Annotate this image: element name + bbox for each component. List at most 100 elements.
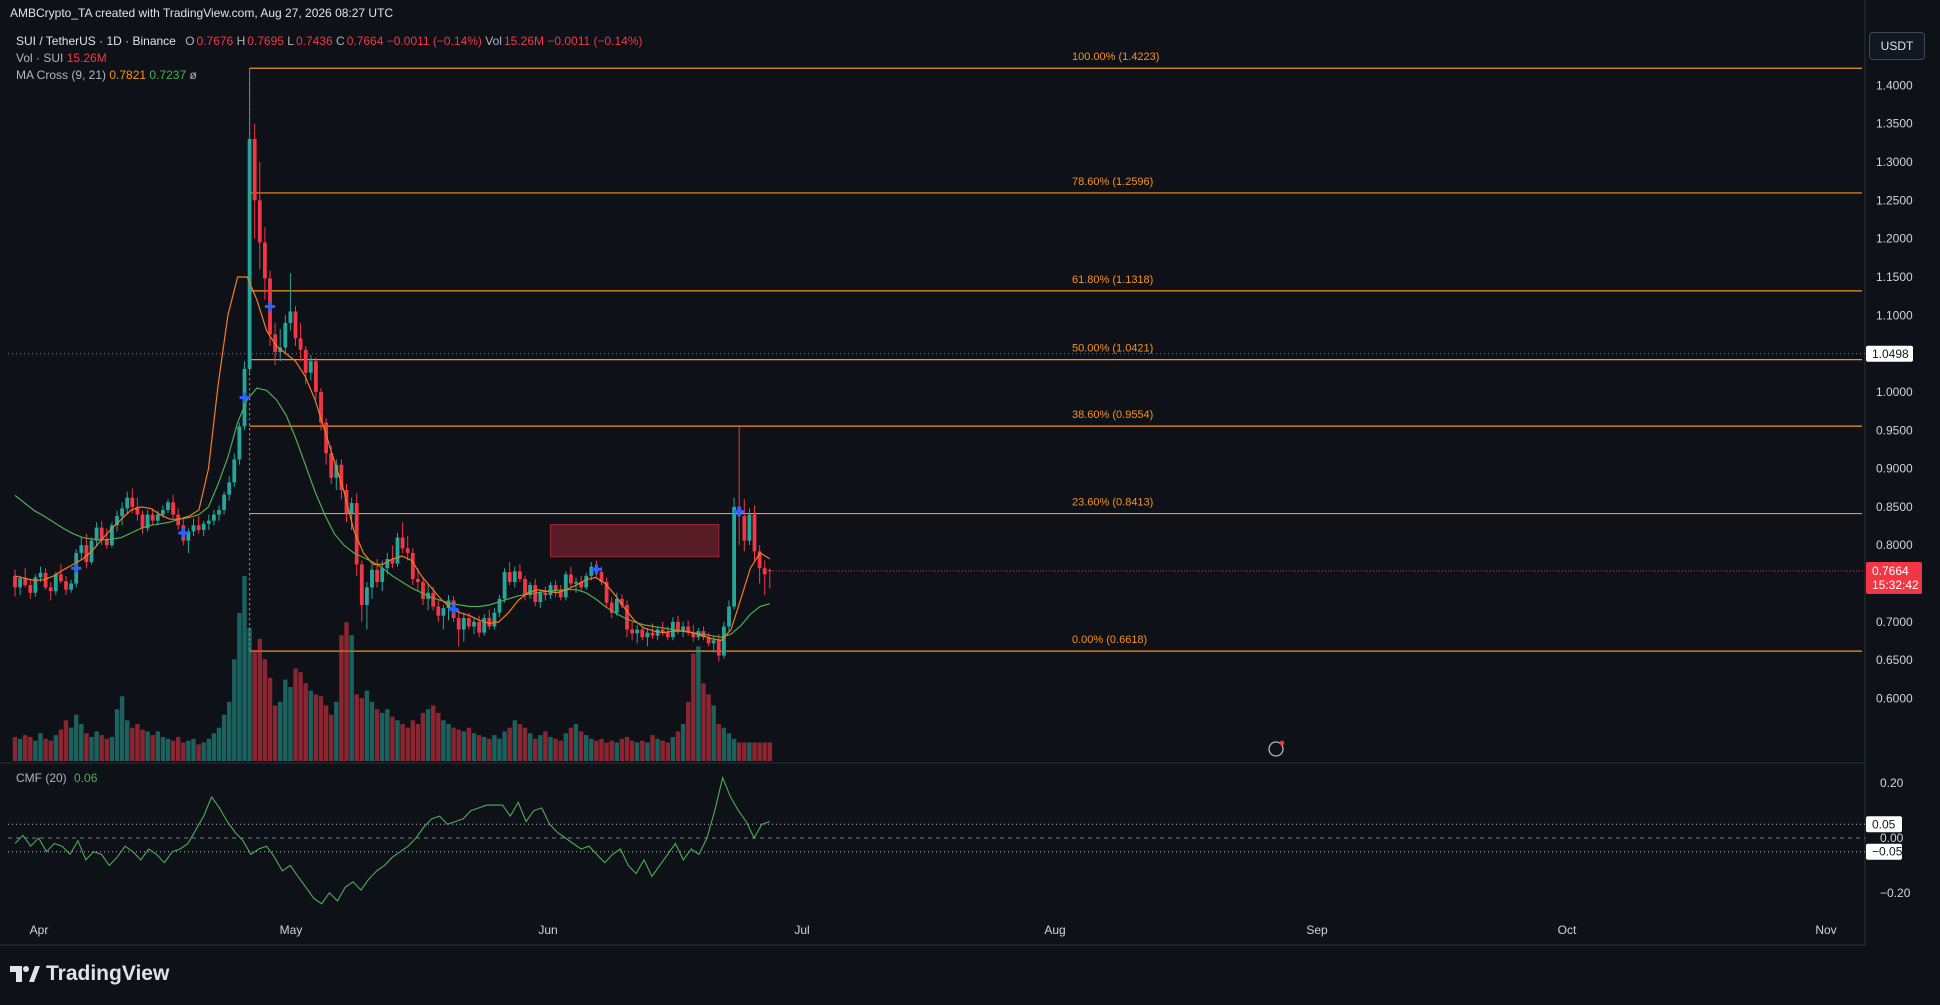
cmf-tick-label: −0.05	[1872, 845, 1903, 859]
volume-bar	[721, 727, 727, 761]
volume-bar	[548, 736, 553, 761]
candle-body	[84, 545, 89, 563]
ma-cross-legend[interactable]: MA Cross (9, 21) 0.7821 0.7237 ø	[16, 68, 197, 82]
volume-bar	[731, 738, 737, 761]
candle-body	[196, 525, 201, 530]
cmf-value: 0.06	[74, 771, 98, 785]
candle-body	[676, 621, 680, 632]
vol-sui-value: 15.26M	[66, 51, 107, 65]
candle-body	[212, 514, 216, 521]
candle-body	[523, 578, 527, 596]
volume-bar	[742, 742, 747, 761]
volume-bar	[492, 735, 497, 761]
volume-bar	[675, 731, 681, 761]
volume-bar	[135, 724, 140, 761]
candle-body	[706, 637, 711, 644]
volume-bar	[471, 733, 477, 761]
volume-bar	[334, 701, 339, 761]
cmf-label: CMF (20)	[16, 771, 67, 785]
candle-body	[747, 514, 752, 541]
volume-legend[interactable]: Vol · SUI 15.26M	[16, 51, 107, 65]
candle-body	[334, 464, 339, 478]
volume-bar	[476, 735, 482, 761]
candle-body	[441, 608, 446, 616]
price-tick-label: 1.2000	[1876, 232, 1913, 246]
candle-body	[543, 592, 548, 596]
volume-bar	[68, 727, 74, 761]
time-tick-label: Aug	[1044, 923, 1065, 937]
candle-body	[421, 582, 425, 599]
ma-cross-lines	[14, 276, 771, 641]
candle-body	[599, 572, 604, 583]
volume-bar	[461, 731, 466, 761]
close-value: 0.7664	[346, 34, 384, 48]
candle-body	[722, 626, 726, 656]
ma-fast-value: 0.7821	[109, 68, 147, 82]
candle-body	[584, 575, 589, 588]
volume-bar	[318, 696, 324, 761]
volume-bar	[267, 677, 273, 761]
candle-body	[150, 514, 155, 521]
price-tick-label: 0.8500	[1876, 500, 1913, 514]
volume-bar	[512, 720, 517, 761]
candle-body	[635, 629, 640, 634]
volume-bar	[206, 738, 211, 761]
price-marker-badge	[1866, 345, 1913, 362]
vol-label: Vol	[485, 34, 502, 48]
volume-bar	[446, 724, 451, 761]
candle-body	[324, 422, 328, 454]
candle-body	[609, 602, 614, 613]
candle-body	[359, 564, 364, 606]
candle-body	[201, 523, 206, 530]
volume-bar	[170, 740, 176, 761]
volume-bar	[165, 738, 171, 761]
candle-body	[247, 138, 252, 369]
candle-body	[283, 322, 288, 348]
volume-bar	[160, 736, 166, 761]
cmf-legend[interactable]: CMF (20) 0.06	[16, 771, 97, 785]
cross-markers	[71, 301, 1285, 757]
fib-level-label: 50.00% (1.0421)	[1072, 343, 1153, 355]
volume-bar	[737, 742, 742, 761]
fibonacci-retracement: 100.00% (1.4223) 78.60% (1.2596) 61.80% (1…	[8, 51, 1865, 652]
price-tick-label: 0.7000	[1876, 615, 1913, 629]
volume-bar	[272, 705, 278, 761]
volume-bar	[344, 622, 349, 761]
cross-marker-icon	[178, 527, 189, 538]
volume-bar	[425, 709, 431, 761]
candle-body	[155, 514, 160, 521]
volume-bar	[752, 742, 757, 761]
volume-bar	[420, 712, 426, 761]
fib-level-label: 23.60% (0.8413)	[1072, 497, 1153, 509]
candle-body	[502, 572, 507, 599]
created-by-text: AMBCrypto_TA created with TradingView.co…	[10, 6, 394, 20]
candle-body	[59, 574, 63, 582]
volume-bar	[313, 694, 319, 761]
candle-body	[110, 525, 114, 546]
cross-marker-icon	[239, 392, 250, 403]
cross-marker-icon	[265, 301, 275, 312]
candle-body	[492, 612, 497, 627]
candle-body	[237, 426, 242, 460]
candle-body	[33, 577, 38, 593]
candle-body	[614, 598, 619, 613]
candle-body	[681, 626, 685, 632]
candle-body	[257, 200, 262, 243]
candle-body	[303, 349, 308, 373]
volume-bar	[216, 727, 222, 761]
candle-body	[645, 632, 650, 638]
volume-bar	[242, 576, 247, 761]
candle-body	[461, 618, 466, 630]
candle-body	[548, 585, 553, 596]
time-tick-label: Jul	[794, 923, 809, 937]
candle-body	[125, 497, 130, 509]
cmf-tick-label: 0.20	[1880, 776, 1904, 790]
candle-body	[329, 453, 334, 478]
currency-button[interactable]: USDT	[1869, 32, 1925, 60]
volume-bar	[145, 731, 150, 761]
volume-bar	[696, 646, 701, 761]
volume-bar	[415, 724, 421, 761]
footer-brand[interactable]: TradingView	[10, 962, 169, 986]
